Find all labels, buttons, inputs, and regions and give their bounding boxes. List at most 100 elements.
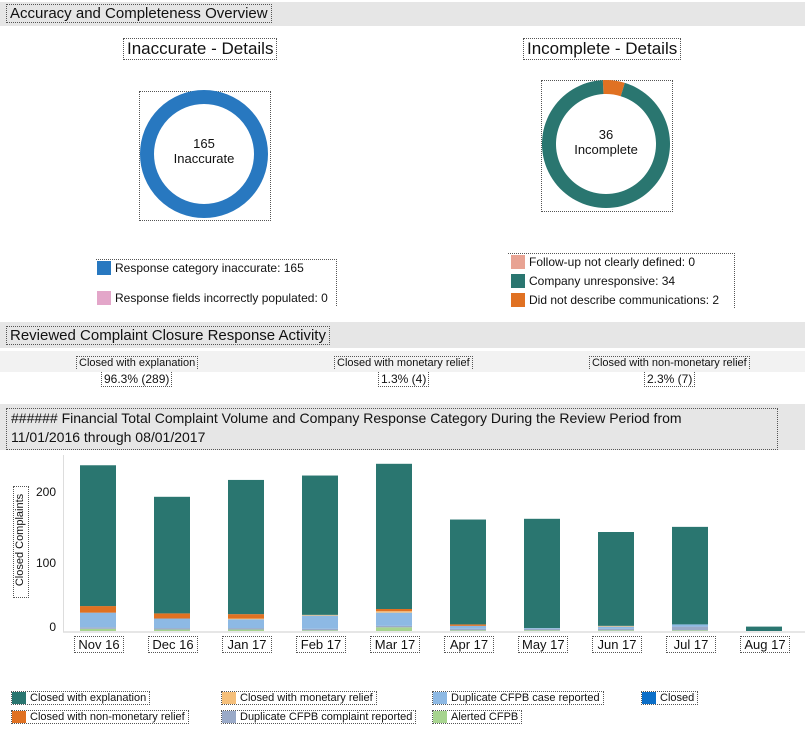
overview-header: Accuracy and Completeness Overview: [6, 4, 272, 23]
volume-header: ###### Financial Total Complaint Volume …: [6, 408, 778, 450]
bar-jan-17-duplicate-cfpb-complaint-reported[interactable]: [228, 628, 264, 630]
bar-mar-17-closed-with-explanation[interactable]: [376, 463, 412, 609]
legend-label: Closed with non-monetary relief: [30, 711, 185, 723]
inaccurate-title: Inaccurate - Details: [123, 38, 278, 60]
metric-value-closed-explanation: 96.3% (289): [101, 372, 173, 387]
legend-swatch: [433, 692, 447, 704]
metric-label-closed-explanation: Closed with explanation: [76, 356, 199, 369]
bar-dec-16-closed-with-non-monetary-relief[interactable]: [154, 613, 190, 619]
bar-mar-17-closed-with-non-monetary-relief[interactable]: [376, 609, 412, 612]
bar-jul-17-duplicate-cfpb-case-reported[interactable]: [672, 624, 708, 627]
bar-jun-17-duplicate-cfpb-complaint-reported[interactable]: [598, 628, 634, 631]
legend-label: Did not describe communications: 2: [529, 293, 720, 307]
bar-may-17-closed-with-explanation[interactable]: [524, 518, 560, 629]
inaccurate-legend: [96, 259, 337, 306]
bar-jan-17-closed-with-non-monetary-relief[interactable]: [228, 614, 264, 619]
x-tick-jan-17: Jan 17: [222, 636, 272, 653]
bar-may-17-alerted-cfpb[interactable]: [524, 630, 560, 631]
bar-dec-16-alerted-cfpb[interactable]: [154, 629, 190, 631]
y-tick-100: 100: [35, 556, 56, 570]
incomplete-legend: [508, 253, 735, 308]
legend-swatch: [511, 255, 525, 269]
bar-jul-17-closed-with-explanation[interactable]: [672, 526, 708, 625]
bar-jan-17-closed-with-monetary-relief[interactable]: [228, 618, 264, 620]
bar-nov-16-duplicate-cfpb-case-reported[interactable]: [80, 612, 116, 628]
y-tick-200: 200: [35, 485, 56, 499]
bar-nov-16-closed-with-non-monetary-relief[interactable]: [80, 606, 116, 613]
x-tick-feb-17: Feb 17: [296, 636, 346, 653]
bar-jun-17-closed-with-monetary-relief[interactable]: [598, 625, 634, 627]
legend-item-response-fields-incorrect: Response fields incorrectly populated: 0: [97, 291, 328, 305]
bar-may-17-duplicate-cfpb-complaint-reported[interactable]: [524, 628, 560, 631]
bar-nov-16-duplicate-cfpb-complaint-reported[interactable]: [80, 627, 116, 629]
x-tick-apr-17: Apr 17: [444, 636, 494, 653]
legend-label: Company unresponsive: 34: [529, 274, 676, 288]
bar-jun-17-closed-with-explanation[interactable]: [598, 532, 634, 626]
bar-apr-17-duplicate-cfpb-case-reported[interactable]: [450, 625, 486, 629]
bar-jun-17-alerted-cfpb[interactable]: [598, 630, 634, 631]
legend-label: Follow-up not clearly defined: 0: [529, 255, 696, 269]
incomplete-center-value: 36: [598, 127, 614, 142]
x-tick-mar-17: Mar 17: [370, 636, 420, 653]
legend-item-closed-monetary: Closed with monetary relief: [221, 691, 377, 705]
bar-aug-17-closed-with-explanation[interactable]: [746, 626, 782, 631]
bar-apr-17-alerted-cfpb[interactable]: [450, 630, 486, 631]
bar-jan-17-duplicate-cfpb-case-reported[interactable]: [228, 619, 264, 629]
volume-header-band: [0, 404, 805, 450]
bar-feb-17-closed-with-monetary-relief[interactable]: [302, 614, 338, 616]
legend-swatch: [433, 711, 447, 723]
metric-value-non-monetary-relief: 2.3% (7): [644, 372, 696, 387]
y-tick-0: 0: [49, 620, 56, 634]
legend-item-alerted-cfpb: Alerted CFPB: [432, 710, 523, 724]
bar-mar-17-closed-with-monetary-relief[interactable]: [376, 611, 412, 613]
bar-nov-16-closed-with-explanation[interactable]: [80, 465, 116, 607]
bar-jul-17-alerted-cfpb[interactable]: [672, 630, 708, 631]
legend-item-duplicate-case: Duplicate CFPB case reported: [432, 691, 604, 705]
bar-mar-17-duplicate-cfpb-case-reported[interactable]: [376, 612, 412, 626]
legend-swatch: [12, 692, 26, 704]
bar-apr-17-duplicate-cfpb-complaint-reported[interactable]: [450, 628, 486, 631]
inaccurate-center-value: 165: [193, 136, 215, 151]
legend-item-duplicate-complaint: Duplicate CFPB complaint reported: [221, 710, 417, 724]
legend-swatch: [642, 692, 656, 704]
incomplete-donut-chart: [542, 80, 670, 208]
bar-dec-16-duplicate-cfpb-complaint-reported[interactable]: [154, 628, 190, 630]
x-tick-dec-16: Dec 16: [148, 636, 198, 653]
bar-feb-17-duplicate-cfpb-complaint-reported[interactable]: [302, 628, 338, 631]
bar-nov-16-alerted-cfpb[interactable]: [80, 628, 116, 631]
bar-may-17-duplicate-cfpb-case-reported[interactable]: [524, 628, 560, 629]
legend-item-response-category-inaccurate: Response category inaccurate: 165: [97, 261, 304, 275]
legend-swatch: [511, 274, 525, 288]
legend-swatch: [511, 293, 525, 307]
legend-item-closed-non-monetary: Closed with non-monetary relief: [11, 710, 189, 724]
legend-item-follow-up: Follow-up not clearly defined: 0: [511, 255, 695, 269]
bar-feb-17-closed-with-explanation[interactable]: [302, 475, 338, 615]
bar-jan-17-closed-with-explanation[interactable]: [228, 479, 264, 615]
legend-item-company-unresponsive: Company unresponsive: 34: [511, 274, 675, 288]
metric-label-non-monetary-relief: Closed with non-monetary relief: [589, 356, 750, 369]
bar-dec-16-closed-with-explanation[interactable]: [154, 496, 190, 614]
legend-label: Duplicate CFPB case reported: [451, 692, 600, 704]
bar-dec-16-duplicate-cfpb-case-reported[interactable]: [154, 618, 190, 629]
volume-bar-chart: [63, 455, 805, 633]
x-tick-may-17: May 17: [518, 636, 568, 653]
bar-feb-17-duplicate-cfpb-case-reported[interactable]: [302, 615, 338, 629]
bar-apr-17-closed-with-non-monetary-relief[interactable]: [450, 624, 486, 626]
legend-label: Response fields incorrectly populated: 0: [115, 291, 328, 305]
incomplete-slice-did-not-describe-communications: [602, 80, 625, 97]
bar-jun-17-duplicate-cfpb-case-reported[interactable]: [598, 626, 634, 629]
bar-feb-17-alerted-cfpb[interactable]: [302, 630, 338, 631]
bar-jul-17-duplicate-cfpb-complaint-reported[interactable]: [672, 626, 708, 631]
incomplete-title: Incomplete - Details: [523, 38, 682, 60]
legend-item-did-not-describe: Did not describe communications: 2: [511, 293, 719, 307]
bar-mar-17-alerted-cfpb[interactable]: [376, 627, 412, 631]
bar-jan-17-alerted-cfpb[interactable]: [228, 629, 264, 631]
legend-swatch: [97, 261, 111, 275]
x-tick-jul-17: Jul 17: [666, 636, 716, 653]
legend-label: Duplicate CFPB complaint reported: [240, 711, 413, 723]
x-tick-jun-17: Jun 17: [592, 636, 642, 653]
bar-apr-17-closed-with-explanation[interactable]: [450, 519, 486, 625]
metric-label-monetary-relief: Closed with monetary relief: [334, 356, 473, 369]
inaccurate-slice-response-category-inaccurate: [140, 90, 268, 218]
bar-mar-17-duplicate-cfpb-complaint-reported[interactable]: [376, 625, 412, 628]
